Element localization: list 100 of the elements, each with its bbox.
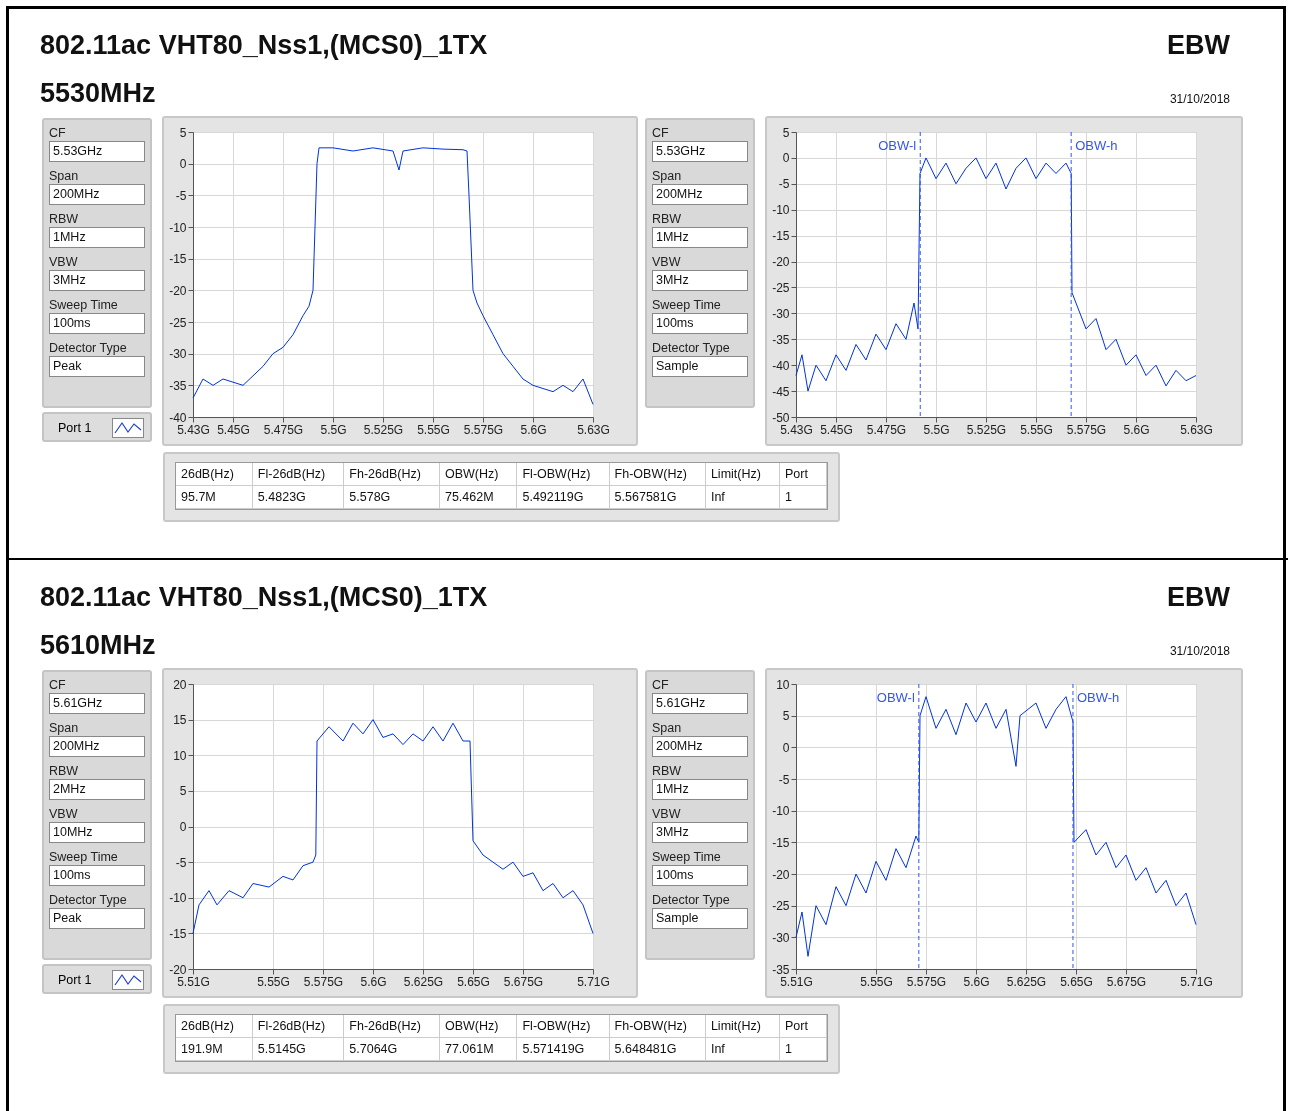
y-tick-label: -20 [169, 283, 187, 298]
y-tick-label: -35 [169, 378, 187, 393]
y-tick-label: -25 [772, 899, 790, 914]
text: 5610MHz [40, 630, 156, 661]
y-tick-label: -15 [772, 229, 790, 244]
x-tick-label: 5.525G [363, 422, 404, 437]
text: Port [779, 463, 827, 486]
text: VBW [49, 254, 79, 270]
y-tick-label: 10 [173, 748, 187, 763]
y-tick-label: -15 [772, 835, 790, 850]
y-tick-label: -10 [772, 804, 790, 819]
text: VBW [49, 806, 79, 822]
text: 26dB(Hz) [176, 1015, 253, 1038]
text: 5.5145G [252, 1038, 345, 1061]
text: 5.648481G [609, 1038, 706, 1061]
text: 5.492119G [517, 486, 610, 509]
text: Peak [49, 356, 145, 377]
x-tick-label: 5.625G [1006, 974, 1047, 989]
x-tick-label: 5.675G [503, 974, 544, 989]
x-tick-label: 5.55G [417, 422, 450, 437]
x-tick-label: 5.63G [1180, 422, 1213, 437]
text: 5.7064G [344, 1038, 440, 1061]
x-tick-label: 5.65G [457, 974, 490, 989]
text: Sweep Time [652, 849, 722, 865]
x-tick-label: 5.5G [923, 422, 950, 437]
y-tick-label: -25 [772, 280, 790, 295]
y-tick-label: -45 [772, 384, 790, 399]
y-tick-label: -10 [169, 891, 187, 906]
ref-line-label: OBW-l [878, 138, 917, 153]
text: 200MHz [49, 736, 145, 757]
text: 95.7M [176, 486, 253, 509]
text: VBW [652, 254, 682, 270]
y-tick-label: -30 [772, 306, 790, 321]
text: Port [779, 1015, 827, 1038]
y-tick-label: -35 [772, 332, 790, 347]
x-tick-label: 5.475G [263, 422, 304, 437]
text: 1 [779, 486, 827, 509]
text: 191.9M [176, 1038, 253, 1061]
text: 100ms [652, 865, 748, 886]
y-tick-label: -15 [169, 252, 187, 267]
ref-line-label: OBW-h [1076, 690, 1120, 705]
text: Port 1 [58, 421, 92, 435]
text: EBW [1167, 582, 1230, 613]
text: Peak [49, 908, 145, 929]
text: Span [49, 720, 80, 736]
text: 3MHz [652, 270, 748, 291]
ref-line-label: OBW-l [876, 690, 915, 705]
y-tick-label: -30 [772, 930, 790, 945]
text: 1MHz [652, 779, 748, 800]
y-tick-label: -25 [169, 315, 187, 330]
line-series [192, 147, 594, 405]
y-tick-label: -5 [175, 188, 187, 203]
text: OBW(Hz) [439, 1015, 518, 1038]
text: CF [49, 125, 67, 141]
y-tick-label: -30 [169, 347, 187, 362]
x-tick-label: 5.55G [1020, 422, 1053, 437]
text: VBW [652, 806, 682, 822]
text: Span [49, 168, 80, 184]
text: 5.578G [344, 486, 440, 509]
line-series [192, 719, 594, 934]
x-tick-label: 5.6G [1123, 422, 1150, 437]
text: RBW [49, 211, 80, 227]
text: Fh-26dB(Hz) [344, 463, 440, 486]
text: Fl-26dB(Hz) [252, 1015, 345, 1038]
x-tick-label: 5.6G [360, 974, 387, 989]
text: 5.53GHz [49, 141, 145, 162]
ref-line-label: OBW-h [1075, 138, 1118, 153]
x-tick-label: 5.525G [966, 422, 1007, 437]
text: Sweep Time [49, 849, 119, 865]
x-tick-label: 5.5G [320, 422, 347, 437]
text: Fl-OBW(Hz) [517, 463, 610, 486]
x-tick-label: 5.45G [217, 422, 250, 437]
text: Span [652, 168, 683, 184]
text: 2MHz [49, 779, 145, 800]
text: RBW [652, 763, 683, 779]
x-tick-label: 5.575G [1066, 422, 1107, 437]
text: RBW [49, 763, 80, 779]
text: CF [49, 677, 67, 693]
text: 26dB(Hz) [176, 463, 253, 486]
text: EBW [1167, 30, 1230, 61]
text: Detector Type [652, 340, 731, 356]
text: 77.061M [439, 1038, 518, 1061]
y-tick-label: -20 [772, 255, 790, 270]
y-tick-label: -35 [772, 962, 790, 977]
text: Detector Type [652, 892, 731, 908]
y-tick-label: 5 [179, 125, 187, 140]
text: 802.11ac VHT80_Nss1,(MCS0)_1TX [40, 30, 488, 61]
text: Sample [652, 356, 748, 377]
text: 5.53GHz [652, 141, 748, 162]
y-tick-label: -10 [169, 220, 187, 235]
x-tick-label: 5.65G [1060, 974, 1093, 989]
text: 10MHz [49, 822, 145, 843]
text: CF [652, 125, 670, 141]
x-tick-label: 5.55G [860, 974, 893, 989]
text: Inf [705, 486, 780, 509]
text: Detector Type [49, 340, 128, 356]
x-tick-label: 5.675G [1106, 974, 1147, 989]
text: 802.11ac VHT80_Nss1,(MCS0)_1TX [40, 582, 488, 613]
y-tick-label: -10 [772, 203, 790, 218]
y-tick-label: 15 [173, 713, 187, 728]
